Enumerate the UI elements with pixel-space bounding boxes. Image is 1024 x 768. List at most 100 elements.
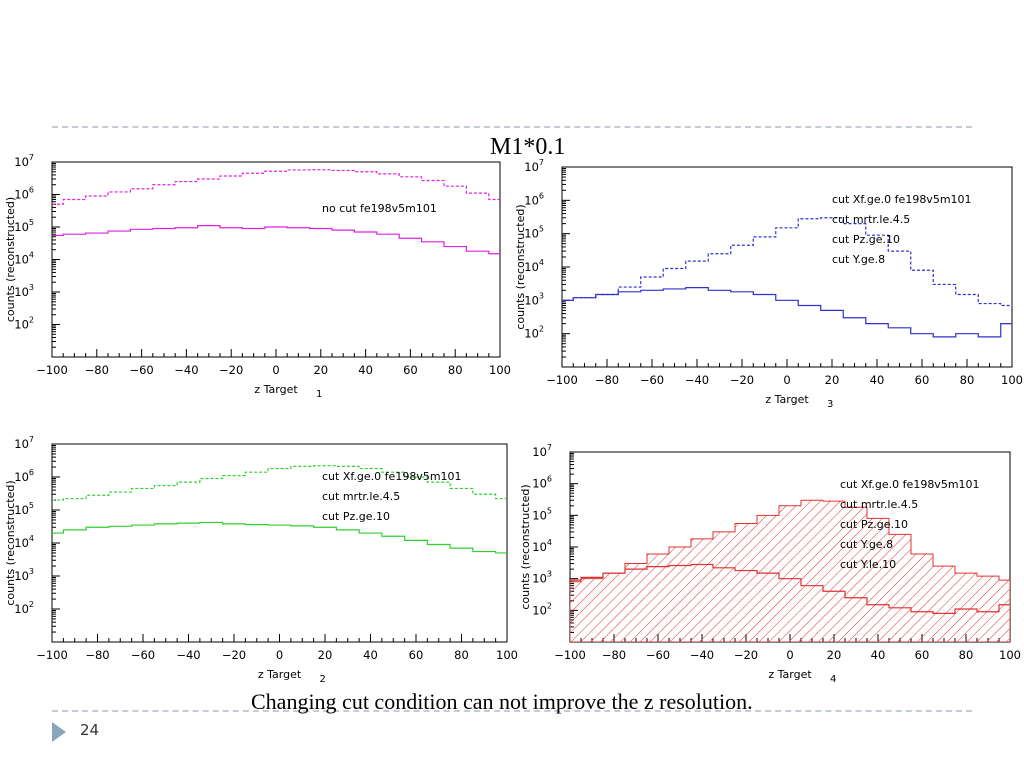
- y-axis-title: counts (reconstructed): [519, 484, 532, 609]
- y-tick-base: 10: [532, 540, 547, 554]
- y-tick-label: 102: [532, 601, 552, 617]
- y-tick-exponent: 4: [29, 251, 34, 260]
- x-axis-title: z Target: [765, 393, 809, 406]
- x-tick-label: −80: [595, 373, 619, 387]
- chart-panel-4: −100 −80 −60 −40 −20 0 20 40 60 80 100102103104105…: [519, 443, 1021, 685]
- series-1-solid-line: [52, 521, 507, 554]
- series-0-dashed-line: [562, 217, 1012, 307]
- y-tick-base: 10: [14, 602, 29, 616]
- x-tick-label: 100: [496, 648, 518, 662]
- x-tick-label: −100: [36, 648, 68, 662]
- x-tick-label: −20: [222, 648, 246, 662]
- chart-panel-3: −100 −80 −60 −40 −20 0 20 40 60 80 100102103104105…: [514, 158, 1023, 410]
- y-tick-exponent: 4: [539, 258, 544, 267]
- x-tick-label: −80: [85, 648, 109, 662]
- series-1-solid-line: [570, 563, 1010, 615]
- cut-annotation: cut Xf.ge.0 fe198v5m101: [840, 478, 980, 491]
- x-tick-label: −40: [174, 363, 198, 377]
- y-tick-base: 10: [532, 508, 547, 522]
- y-tick-exponent: 6: [547, 475, 552, 484]
- cut-annotation: cut Xf.ge.0 fe198v5m101: [322, 470, 462, 483]
- x-tick-label: −40: [685, 373, 709, 387]
- cut-annotation: cut Y.le.10: [840, 558, 896, 571]
- series-0-dashed-line: [52, 169, 500, 205]
- y-axis-title: counts (reconstructed): [4, 197, 17, 322]
- x-tick-label: −40: [690, 648, 714, 662]
- x-tick-label: 40: [363, 648, 378, 662]
- y-tick-exponent: 4: [29, 534, 34, 543]
- x-tick-label: 0: [783, 373, 790, 387]
- y-tick-exponent: 3: [29, 567, 34, 576]
- cut-annotation: cut Xf.ge.0 fe198v5m101: [832, 193, 972, 206]
- y-tick-label: 107: [14, 153, 34, 169]
- x-tick-label: 100: [1001, 373, 1023, 387]
- y-tick-base: 10: [14, 155, 29, 169]
- y-tick-exponent: 3: [547, 570, 552, 579]
- cut-annotation: cut Y.ge.8: [840, 538, 893, 551]
- y-tick-base: 10: [524, 260, 539, 274]
- x-tick-label: 20: [313, 363, 328, 377]
- y-tick-label: 107: [532, 443, 552, 459]
- cut-annotation: cut Y.ge.8: [832, 253, 885, 266]
- y-tick-label: 106: [532, 475, 552, 491]
- top-divider: [52, 126, 972, 128]
- x-tick-label: 60: [915, 373, 930, 387]
- y-tick-base: 10: [14, 220, 29, 234]
- slide-title: M1*0.1: [490, 134, 566, 160]
- y-tick-label: 104: [14, 251, 34, 267]
- y-tick-exponent: 6: [29, 468, 34, 477]
- x-tick-label: 80: [454, 648, 469, 662]
- y-tick-exponent: 7: [539, 158, 544, 167]
- cut-annotation: cut Pz.ge.10: [832, 233, 900, 246]
- x-tick-label: −60: [646, 648, 670, 662]
- y-tick-exponent: 6: [29, 186, 34, 195]
- y-axis-title: counts (reconstructed): [514, 204, 527, 329]
- x-tick-label: 40: [870, 373, 885, 387]
- x-tick-label: 60: [403, 363, 418, 377]
- y-tick-exponent: 5: [29, 218, 34, 227]
- x-tick-label: 40: [358, 363, 373, 377]
- y-tick-base: 10: [524, 193, 539, 207]
- y-tick-label: 103: [524, 291, 544, 307]
- y-tick-exponent: 4: [547, 538, 552, 547]
- y-tick-label: 102: [524, 325, 544, 341]
- y-tick-base: 10: [532, 477, 547, 491]
- y-tick-exponent: 2: [29, 600, 34, 609]
- series-0-hatched-area: [570, 499, 1010, 642]
- y-tick-label: 107: [524, 158, 544, 174]
- x-tick-label: −60: [129, 363, 153, 377]
- y-tick-base: 10: [524, 160, 539, 174]
- y-tick-label: 104: [524, 258, 544, 274]
- y-tick-label: 106: [14, 468, 34, 484]
- y-tick-base: 10: [14, 253, 29, 267]
- y-tick-label: 107: [14, 435, 34, 451]
- x-tick-label: 80: [960, 373, 975, 387]
- x-tick-label: −60: [640, 373, 664, 387]
- y-tick-base: 10: [14, 437, 29, 451]
- cut-annotation: cut Pz.ge.10: [322, 510, 390, 523]
- cut-annotation: no cut fe198v5m101: [322, 202, 437, 215]
- y-tick-base: 10: [14, 188, 29, 202]
- x-tick-label: −20: [219, 363, 243, 377]
- x-tick-label: 0: [276, 648, 283, 662]
- y-tick-label: 106: [14, 186, 34, 202]
- x-tick-label: −20: [730, 373, 754, 387]
- x-tick-label: 100: [999, 648, 1021, 662]
- x-tick-label: 60: [915, 648, 930, 662]
- y-tick-base: 10: [14, 569, 29, 583]
- y-tick-exponent: 2: [547, 601, 552, 610]
- cut-annotation: cut mrtr.le.4.5: [832, 213, 910, 226]
- y-tick-base: 10: [524, 327, 539, 341]
- y-tick-exponent: 5: [29, 501, 34, 510]
- y-tick-label: 104: [14, 534, 34, 550]
- bottom-divider: [52, 710, 972, 712]
- nav-arrow-icon[interactable]: [52, 722, 66, 742]
- x-tick-label: −100: [554, 648, 586, 662]
- y-tick-base: 10: [532, 445, 547, 459]
- x-tick-label: −80: [85, 363, 109, 377]
- y-tick-exponent: 7: [29, 153, 34, 162]
- cut-annotation: cut Pz.ge.10: [840, 518, 908, 531]
- slide-caption: Changing cut condition can not improve t…: [251, 689, 753, 714]
- y-tick-base: 10: [14, 318, 29, 332]
- x-tick-label: 0: [272, 363, 279, 377]
